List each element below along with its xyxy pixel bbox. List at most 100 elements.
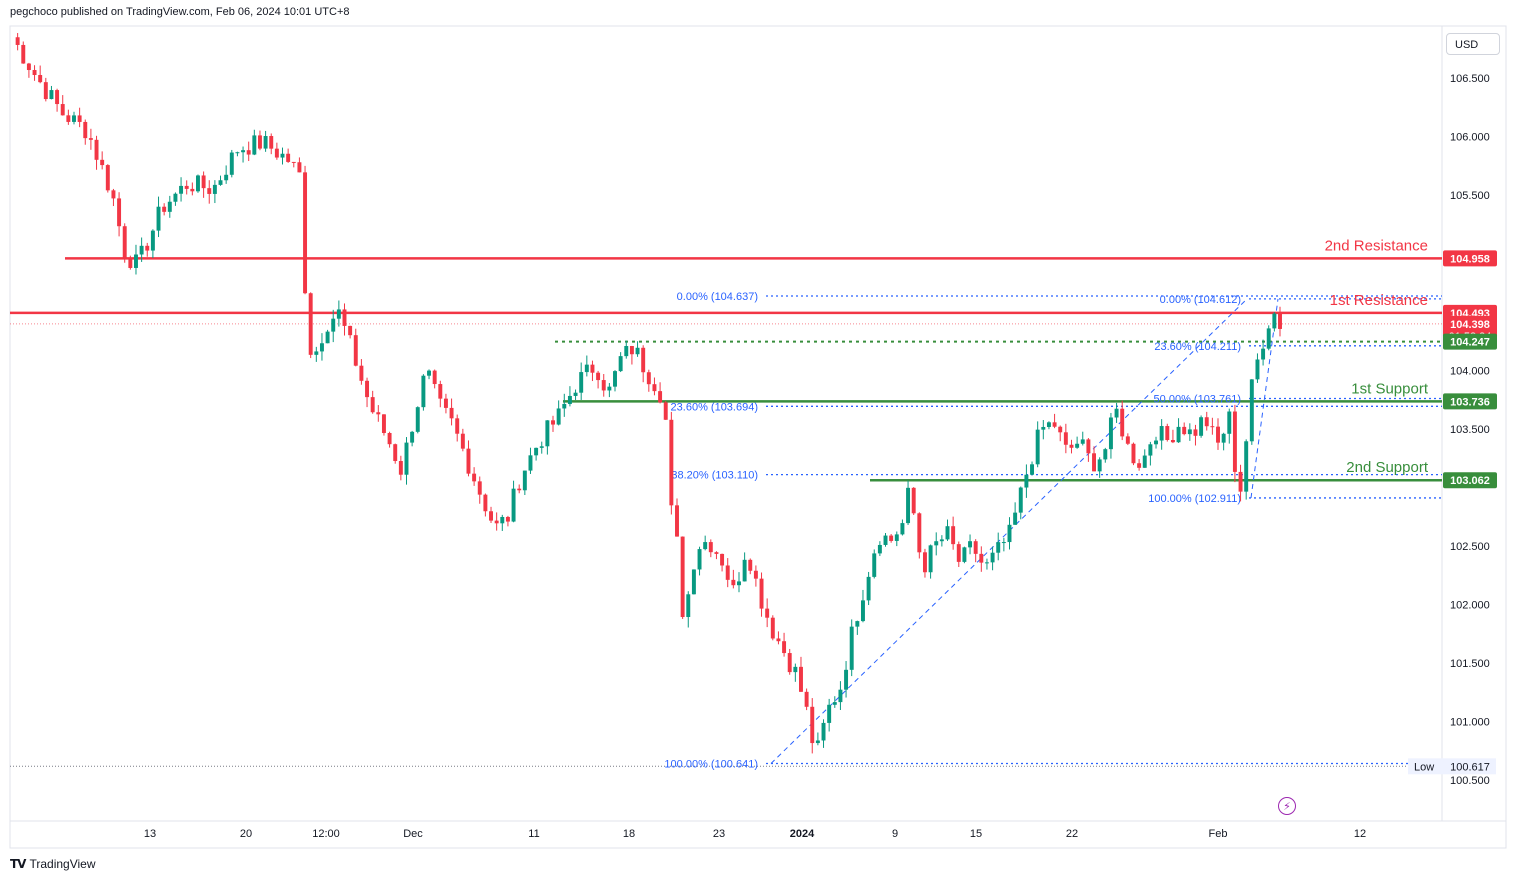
candle-body xyxy=(832,702,837,705)
candle-body xyxy=(624,345,629,357)
candle-body xyxy=(139,245,144,255)
candle-body xyxy=(505,516,510,522)
candle-body xyxy=(415,407,420,432)
candle-body xyxy=(934,541,939,546)
candle-body xyxy=(1221,433,1226,443)
currency-button[interactable]: USD xyxy=(1446,33,1500,55)
candle-body xyxy=(765,608,770,618)
candle-body xyxy=(922,552,927,573)
low-tag-value: 100.617 xyxy=(1450,761,1490,773)
candle-body xyxy=(1165,426,1170,441)
publisher-header: pegchoco published on TradingView.com, F… xyxy=(10,6,350,18)
candle-body xyxy=(342,309,347,326)
candle-body xyxy=(770,617,775,639)
candle-body xyxy=(984,562,989,564)
candle-body xyxy=(173,193,178,202)
candle-body xyxy=(1278,313,1282,329)
candle-body xyxy=(184,185,189,189)
candle-body xyxy=(906,487,911,524)
candle-body xyxy=(460,433,465,449)
candle-body xyxy=(737,581,741,586)
candle-body xyxy=(128,259,133,268)
candle-body xyxy=(1058,426,1063,433)
candle-body xyxy=(376,412,381,415)
candle-body xyxy=(663,402,668,420)
candle-body xyxy=(286,153,291,162)
candle-body xyxy=(1238,471,1243,492)
candle-body xyxy=(708,542,713,553)
y-tick-label: 105.500 xyxy=(1450,190,1490,202)
candle-body xyxy=(224,174,229,181)
candle-body xyxy=(1052,422,1057,427)
candle-body xyxy=(545,420,550,447)
candle-body xyxy=(432,370,437,385)
price-tag xyxy=(1443,393,1497,410)
candle-body xyxy=(1176,426,1181,443)
candle-body xyxy=(353,335,358,366)
candle-body xyxy=(319,343,324,352)
candle-body xyxy=(613,371,617,387)
candle-body xyxy=(88,138,93,140)
tradingview-footer[interactable]: 𝗧𝗩 TradingView xyxy=(10,857,96,871)
candle-body xyxy=(962,547,967,562)
candle-body xyxy=(860,600,865,622)
candle-body xyxy=(207,188,212,194)
candle-body xyxy=(539,446,544,448)
y-tick-label: 106.000 xyxy=(1450,132,1490,144)
x-tick-label: 23 xyxy=(713,828,725,840)
candle-body xyxy=(1266,328,1271,349)
candle-body xyxy=(105,165,110,191)
x-tick-label: 20 xyxy=(240,828,252,840)
candle-body xyxy=(370,397,375,413)
candle-body xyxy=(567,395,572,404)
candle-body xyxy=(303,172,308,294)
y-tick-label: 101.500 xyxy=(1450,658,1490,670)
candle-body xyxy=(1007,524,1012,543)
candle-body xyxy=(1086,439,1091,454)
candle-body xyxy=(32,70,37,76)
candle-body xyxy=(60,104,65,116)
candle-body xyxy=(1080,439,1085,444)
candle-body xyxy=(573,392,578,396)
candle-body xyxy=(562,403,567,409)
candle-body xyxy=(1013,512,1018,525)
candle-body xyxy=(179,185,184,194)
fib-trendline xyxy=(1250,298,1279,498)
candle-body xyxy=(686,594,691,618)
candle-body xyxy=(844,669,849,690)
candle-body xyxy=(122,226,127,260)
candle-body xyxy=(872,553,877,577)
candle-body xyxy=(917,513,922,553)
candle-body xyxy=(1075,443,1080,448)
candle-body xyxy=(291,161,296,163)
price-tag-label: 103.736 xyxy=(1450,396,1490,408)
candle-body xyxy=(658,391,663,403)
candle-body xyxy=(66,115,71,122)
price-tag-label: 103.062 xyxy=(1450,475,1490,487)
candle-body xyxy=(511,488,516,522)
candle-body xyxy=(218,180,223,185)
candle-body xyxy=(1187,429,1192,435)
lightning-icon[interactable]: ⚡ xyxy=(1278,797,1296,815)
candle-body xyxy=(951,526,956,545)
candle-body xyxy=(607,386,612,391)
candle-body xyxy=(928,545,933,573)
candle-body xyxy=(466,448,471,474)
candle-body xyxy=(500,516,505,524)
candle-body xyxy=(635,347,640,355)
fib-trendline xyxy=(770,298,1248,764)
candle-body xyxy=(72,115,76,122)
x-tick-label: 9 xyxy=(892,828,898,840)
candle-body xyxy=(201,175,206,189)
candle-body xyxy=(196,175,200,192)
candle-body xyxy=(336,309,341,319)
candle-body xyxy=(1035,429,1040,465)
candle-body xyxy=(252,135,257,155)
candle-body xyxy=(331,318,336,332)
candle-body xyxy=(1199,417,1204,436)
candle-body xyxy=(43,82,48,100)
candle-body xyxy=(156,206,161,231)
candle-body xyxy=(731,579,736,586)
candle-body xyxy=(94,139,99,160)
